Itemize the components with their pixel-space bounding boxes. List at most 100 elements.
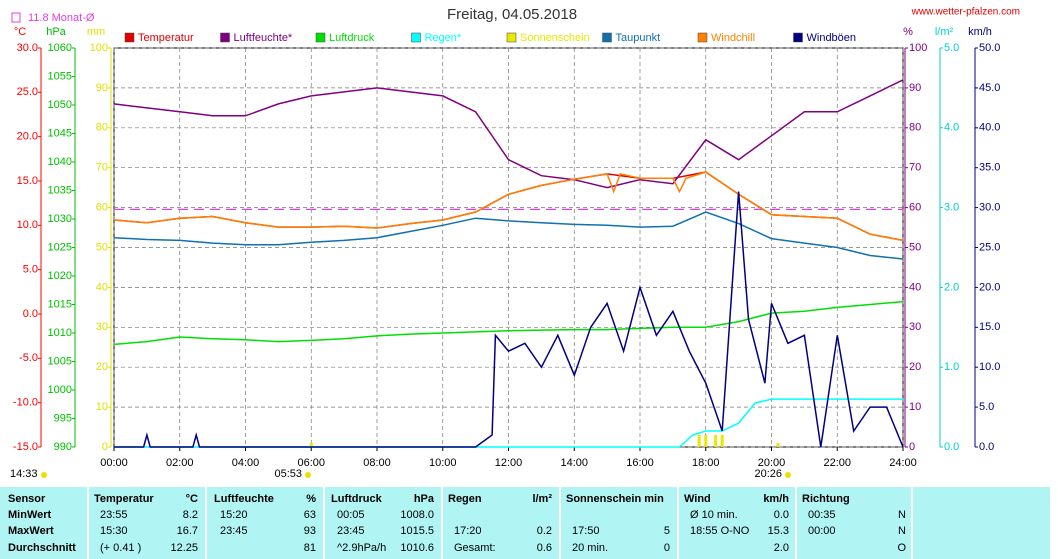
y-tick-label: 60 (909, 202, 921, 214)
y-tick-label: 30 (96, 321, 108, 333)
legend-label: Regen* (425, 32, 462, 44)
table-header: Richtung (802, 493, 850, 505)
x-tick-label: 18:00 (692, 457, 720, 469)
y-tick-label: 1040 (48, 156, 72, 168)
x-tick-label: 22:00 (823, 457, 851, 469)
y-tick-label: 10.0 (17, 219, 38, 231)
axis-unit: l/m² (935, 26, 954, 38)
y-tick-label: 80 (96, 122, 108, 134)
series-line (113, 79, 904, 189)
y-tick-label: 50 (96, 241, 108, 253)
table-header: Luftfeuchte (214, 493, 274, 505)
table-header: Sensor (8, 493, 46, 505)
legend-swatch (793, 32, 803, 43)
summary-table: Sensor Temperatur °C Luftfeuchte% Luftdruck h… (0, 487, 1050, 559)
table-cell: ^2.9hPa/h (337, 542, 386, 554)
table-header: Temperatur (94, 493, 154, 505)
table-cell: 0 (664, 542, 670, 554)
y-tick-label: 25.0 (17, 86, 38, 98)
y-tick-label: 30.0 (17, 42, 38, 54)
y-tick-label: 1055 (48, 70, 72, 82)
sun-bar (714, 435, 718, 447)
y-tick-label: 40 (96, 281, 108, 293)
y-tick-label: 0.0 (944, 441, 959, 453)
y-tick-label: 15.0 (979, 321, 1000, 333)
table-cell: 00:00 (808, 525, 836, 537)
series-line (113, 211, 904, 260)
table-cell: N (898, 509, 906, 521)
x-tick-label: 20:00 (758, 457, 786, 469)
y-tick-label: 25.0 (979, 241, 1000, 253)
table-cell: 00:35 (808, 509, 836, 521)
y-tick-label: 1015 (48, 298, 72, 310)
y-tick-label: 0 (909, 441, 915, 453)
x-tick-label: 08:00 (363, 457, 391, 469)
x-tick-label: 24:00 (889, 457, 917, 469)
sunrise: 05:53 (274, 468, 302, 480)
y-tick-label: 1050 (48, 99, 72, 111)
sun-bar (697, 435, 701, 447)
y-tick-label: 1035 (48, 184, 72, 196)
y-tick-label: 10 (909, 401, 921, 413)
table-cell: 0.2 (537, 525, 552, 537)
table-cell: (+ 0.41 ) (100, 542, 141, 554)
y-tick-label: 20.0 (979, 281, 1000, 293)
sun-bar (776, 443, 780, 447)
ref-label: 11.8 Monat-Ø (28, 12, 95, 24)
table-cell: 15:20 (220, 509, 248, 521)
legend-label: Windböen (807, 32, 857, 44)
x-tick-label: 06:00 (297, 457, 325, 469)
y-tick-label: 30 (909, 321, 921, 333)
table-header-unit: km/h (763, 493, 789, 505)
table-cell: 12.25 (170, 542, 198, 554)
x-tick-label: 00:00 (100, 457, 128, 469)
y-tick-label: 35.0 (979, 162, 1000, 174)
sun-bar (704, 435, 708, 447)
x-tick-label: 10:00 (429, 457, 457, 469)
source: www.wetter-pfalzen.com (911, 7, 1020, 18)
legend-label: Windchill (711, 32, 755, 44)
table-cell: 00:05 (337, 509, 365, 521)
legend-label: Taupunkt (616, 32, 661, 44)
axis-unit: km/h (968, 26, 992, 38)
table-header: Wind (684, 493, 711, 505)
sun-icon (305, 472, 311, 478)
y-tick-label: -15.0 (13, 441, 38, 453)
y-tick-label: 15.0 (17, 175, 38, 187)
legend-swatch (124, 32, 135, 43)
sun-bar (309, 443, 313, 447)
sun-bar (720, 435, 724, 447)
x-tick-label: 02:00 (166, 457, 194, 469)
table-cell: 1015.5 (400, 525, 434, 537)
y-tick-label: 50.0 (979, 42, 1000, 54)
series-line (114, 191, 904, 448)
table-cell: 81 (304, 542, 316, 554)
table-cell: 93 (304, 525, 316, 537)
table-cell: 18:55 O-NO (690, 525, 750, 537)
legend-label: Sonnenschein (520, 32, 590, 44)
legend-label: Luftdruck (329, 32, 375, 44)
table-cell: 16.7 (177, 525, 198, 537)
y-tick-label: 1060 (48, 42, 72, 54)
y-tick-label: 20.0 (17, 131, 38, 143)
y-tick-label: 0 (102, 441, 108, 453)
y-tick-label: 80 (909, 122, 921, 134)
legend-label: Luftfeuchte* (234, 32, 293, 44)
table-cell: 17:50 (572, 525, 600, 537)
legend-swatch (315, 32, 326, 43)
y-tick-label: 1010 (48, 327, 72, 339)
y-tick-label: 45.0 (979, 82, 1000, 94)
chart-title: Freitag, 04.05.2018 (447, 6, 577, 23)
series-line (113, 171, 904, 242)
y-tick-label: 1030 (48, 213, 72, 225)
row-label: Durchschnitt (8, 542, 76, 554)
sun-icon (41, 472, 47, 478)
y-tick-label: 10 (96, 401, 108, 413)
y-tick-label: 3.0 (944, 202, 959, 214)
row-label: MaxWert (8, 525, 54, 537)
x-tick-label: 16:00 (626, 457, 654, 469)
table-cell: O (897, 542, 906, 554)
table-cell: 0.6 (537, 542, 552, 554)
table-cell: 17:20 (454, 525, 482, 537)
legend-swatch (697, 32, 708, 43)
